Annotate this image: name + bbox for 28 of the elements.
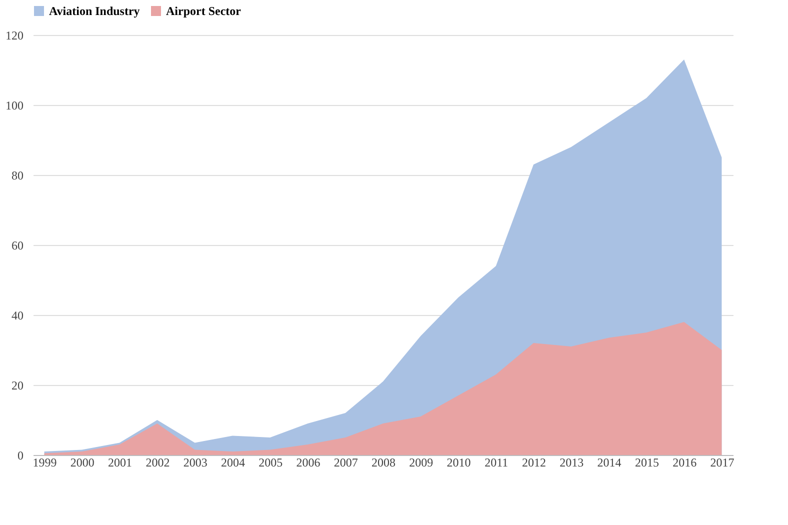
y-tick-label: 120 [6, 28, 24, 42]
x-tick-label: 2013 [560, 456, 584, 470]
x-tick-label: 1999 [32, 456, 57, 470]
x-tick-label: 2007 [334, 456, 358, 470]
x-tick-label: 2010 [446, 456, 471, 470]
x-tick-label: 2004 [220, 456, 245, 470]
x-tick-label: 2008 [372, 456, 396, 470]
y-tick-label: 60 [12, 238, 24, 252]
x-tick-label: 2011 [484, 456, 508, 470]
x-tick-label: 2012 [522, 456, 546, 470]
y-tick-label: 40 [12, 308, 24, 322]
x-tick-label: 2001 [108, 456, 132, 470]
y-tick-label: 20 [12, 378, 24, 392]
x-tick-label: 2002 [146, 456, 170, 470]
x-tick-label: 2017 [710, 456, 734, 470]
x-tick-label: 2015 [634, 456, 659, 470]
x-tick-label: 2009 [409, 456, 434, 470]
x-tick-label: 2014 [597, 456, 622, 470]
x-tick-label: 2016 [672, 456, 697, 470]
y-tick-label: 0 [18, 448, 24, 462]
y-tick-label: 100 [6, 98, 24, 112]
x-tick-label: 2006 [296, 456, 320, 470]
y-tick-label: 80 [12, 168, 24, 182]
x-tick-label: 2000 [70, 456, 94, 470]
x-tick-label: 2003 [183, 456, 208, 470]
legend-label: Airport Sector [166, 4, 242, 18]
x-tick-label: 2005 [258, 456, 283, 470]
legend-label: Aviation Industry [49, 4, 140, 18]
